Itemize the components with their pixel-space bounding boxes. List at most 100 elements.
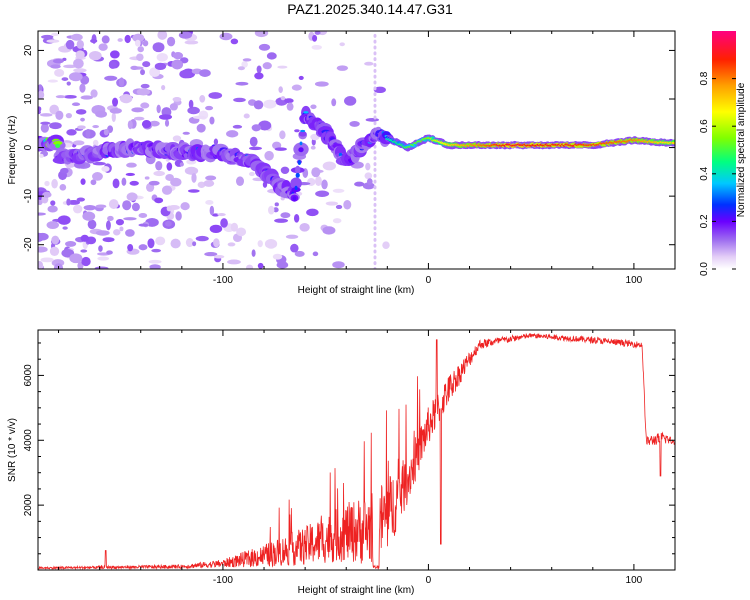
snr-xtick-label: -100	[213, 575, 233, 586]
spectrogram-cell	[272, 207, 279, 213]
spectrogram-cell	[62, 226, 68, 230]
spectrogram-cell	[102, 237, 115, 243]
spectrogram-cell	[315, 190, 330, 197]
colorbar-label: Normalized spectral amplitude	[736, 82, 747, 217]
spectrogram-cell	[39, 153, 44, 158]
snr-series-line	[38, 332, 675, 570]
spectrogram-cell	[77, 125, 86, 130]
spectrogram-cell	[119, 94, 133, 104]
spectrogram-cell	[106, 250, 113, 255]
spectrogram-cell	[65, 113, 73, 119]
spectrogram-cell	[95, 230, 110, 236]
spectrogram-cell	[113, 229, 121, 236]
spectrogram-cell	[208, 92, 223, 99]
spectrogram-cell	[164, 119, 170, 127]
spectrogram-cell	[87, 219, 97, 230]
spectrogram-cell	[290, 177, 302, 190]
spectrogram-cell	[137, 46, 144, 53]
spectrogram-cell	[185, 238, 194, 248]
spectrogram-cell	[373, 45, 377, 50]
spectrogram-cell	[291, 84, 302, 91]
spectrogram-cell	[257, 240, 263, 248]
spectrogram-cell	[332, 188, 345, 193]
spectrogram-cell	[364, 172, 373, 180]
spectrogram-cell	[280, 212, 291, 219]
spectrogram-cell	[295, 172, 300, 178]
spectrogram-cell	[373, 243, 377, 248]
spectrogram-ytick-label: -20	[23, 237, 34, 252]
spectrogram-cell	[184, 40, 199, 45]
spectrogram-cell	[46, 221, 59, 229]
spectrogram-cell	[142, 61, 151, 68]
spectrogram-cell	[300, 129, 306, 133]
spectrogram-cell	[141, 120, 152, 129]
spectrogram-cell	[179, 69, 192, 79]
spectrogram-cell	[140, 69, 145, 76]
spectrogram-cell	[251, 249, 256, 257]
spectrogram-cell	[322, 161, 337, 171]
snr-xtick-label: 0	[426, 575, 432, 586]
spectrogram-ytick-label: -10	[23, 188, 34, 203]
spectrogram-cell	[147, 238, 155, 249]
spectrogram-cell	[138, 213, 148, 218]
spectrogram-cell	[38, 232, 44, 242]
spectrogram-xlabel: Height of straight line (km)	[298, 285, 415, 296]
spectrogram-cell	[373, 220, 377, 225]
spectrogram-cell	[373, 115, 377, 120]
spectrogram-cell	[124, 34, 131, 44]
spectrogram-cell	[254, 31, 269, 38]
snr-xlabel: Height of straight line (km)	[298, 585, 415, 596]
spectrogram-cell	[136, 53, 144, 61]
spectrogram-cell	[274, 218, 289, 223]
spectrogram-cell	[335, 204, 343, 210]
spectrogram-cell	[62, 57, 67, 62]
spectrogram-cell	[236, 227, 247, 237]
spectrogram-cell	[373, 144, 377, 149]
spectrogram-cell	[119, 226, 124, 232]
spectrogram-cell	[256, 65, 262, 74]
spectrogram-cell	[95, 204, 107, 209]
spectrogram-cell	[108, 61, 117, 69]
spectrogram-cell	[373, 80, 377, 85]
spectrogram-cell	[264, 238, 278, 249]
spectrogram-cell	[40, 257, 54, 263]
spectrogram-cell	[373, 109, 377, 114]
spectrogram-cell	[365, 162, 371, 171]
spectrogram-cell	[88, 50, 102, 61]
spectrogram-cell	[133, 116, 145, 121]
spectrogram-cell	[280, 96, 286, 101]
spectrogram-cell	[170, 238, 181, 249]
spectrogram-cell	[165, 220, 172, 227]
spectrogram-cell	[125, 172, 135, 177]
spectrogram-cell	[299, 223, 310, 232]
spectrogram-cell	[142, 40, 149, 47]
spectrogram-cell	[219, 32, 233, 41]
spectrogram-cell	[51, 235, 60, 245]
spectrogram-cell	[157, 31, 168, 40]
spectrogram-cell	[115, 219, 124, 226]
spectrogram-cell	[310, 145, 316, 150]
spectrogram-cell	[38, 90, 45, 100]
spectrogram-cell	[213, 255, 225, 259]
spectrogram-cell	[251, 124, 262, 132]
spectrogram-cell	[373, 74, 377, 79]
spectrogram-cell	[95, 110, 107, 118]
spectrogram-cell	[63, 64, 77, 69]
spectrogram-cell	[280, 166, 290, 175]
spectrogram-cell	[193, 115, 207, 120]
spectrogram-cell	[132, 33, 145, 43]
spectrogram-cell	[38, 106, 42, 112]
spectrogram-heatmap	[38, 31, 675, 269]
spectrogram-cell	[297, 160, 301, 165]
spectrogram-cell	[97, 256, 110, 261]
spectrogram-xtick-label: 0	[426, 275, 432, 286]
spectrogram-cell	[191, 172, 197, 183]
spectrogram-cell	[38, 260, 43, 269]
spectrogram-cell	[279, 130, 286, 140]
spectrogram-cell	[373, 179, 377, 184]
snr-frame	[37, 329, 676, 571]
spectrogram-cell	[249, 171, 255, 177]
spectrogram-cell	[149, 264, 161, 269]
spectrogram-cell	[187, 189, 200, 193]
